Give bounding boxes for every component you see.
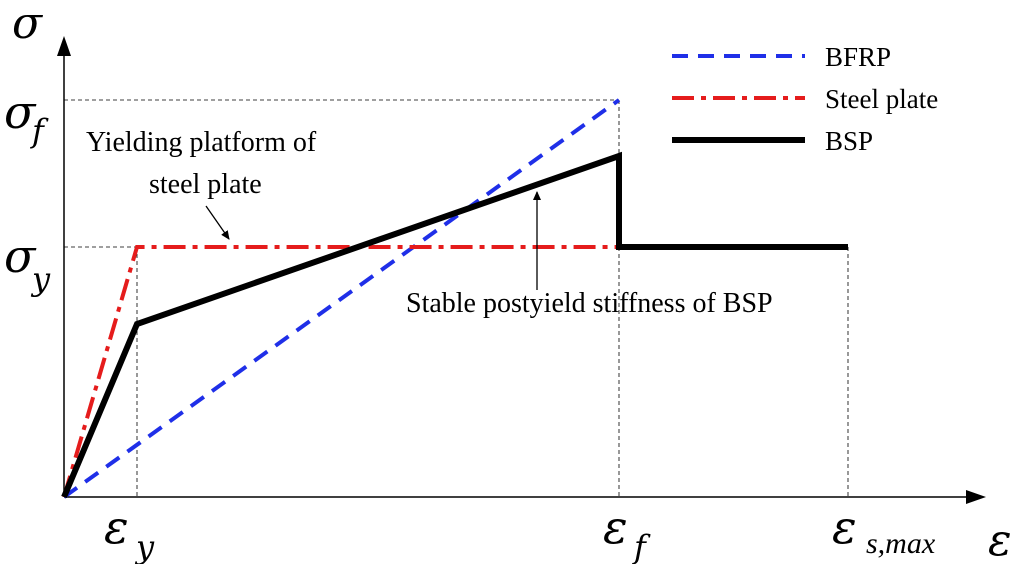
- svg-text:ε: ε: [104, 500, 129, 554]
- svg-text:f: f: [632, 528, 651, 564]
- sigma-y-label: σ y: [4, 229, 51, 298]
- x-axis-arrow-icon: [966, 490, 986, 504]
- eps-smax-label: ε s,max: [832, 500, 936, 560]
- svg-text:σ: σ: [4, 85, 37, 139]
- svg-text:ε: ε: [832, 500, 857, 554]
- svg-text:y: y: [30, 260, 51, 298]
- postyield-annotation: Stable postyield stiffness of BSP: [406, 288, 773, 319]
- legend: BFRP Steel plate BSP: [672, 42, 938, 156]
- bsp-curve: [61, 151, 848, 499]
- y-axis-arrow-icon: [57, 36, 71, 56]
- steel-plate-curve: [62, 245, 619, 498]
- legend-label-steel-plate: Steel plate: [825, 84, 938, 114]
- svg-text:f: f: [30, 112, 49, 150]
- legend-label-bfrp: BFRP: [825, 42, 891, 72]
- svg-text:y: y: [134, 528, 155, 564]
- sigma-f-label: σ f: [4, 85, 49, 150]
- bfrp-curve: [62, 98, 621, 499]
- yield-platform-arrow: [205, 205, 230, 240]
- eps-f-label: ε f: [603, 500, 651, 564]
- y-axis-symbol: σ: [12, 0, 44, 49]
- legend-label-bsp: BSP: [825, 126, 873, 156]
- svg-text:ε: ε: [603, 500, 628, 554]
- svg-text:s,max: s,max: [866, 527, 936, 560]
- svg-text:σ: σ: [4, 229, 37, 283]
- x-axis-symbol: ε: [988, 515, 1012, 564]
- yield-platform-annotation-line2: steel plate: [149, 169, 262, 200]
- yield-platform-annotation-line1: Yielding platform of: [86, 127, 317, 158]
- eps-y-label: ε y: [104, 500, 155, 564]
